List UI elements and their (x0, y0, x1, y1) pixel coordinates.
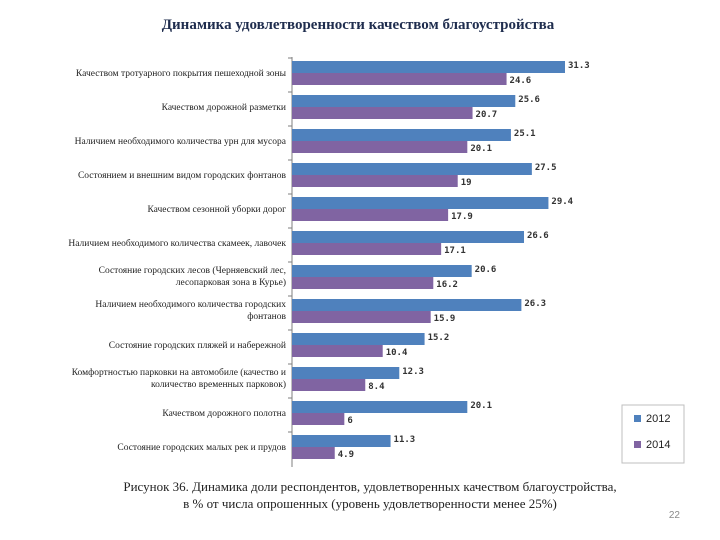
bars-group: 31.3 24.6 25.6 20.7 25.1 20.1 27.5 19 29.4 17.9 26… (288, 57, 590, 467)
bar-2012-7 (292, 265, 472, 277)
legend: 2012 2014 (621, 404, 685, 464)
data-label-2014-7: 16.2 (436, 280, 458, 290)
category-label-8: фонтанов (247, 311, 286, 322)
category-label-5: Качеством сезонной уборки дорог (147, 204, 286, 215)
bar-2014-2 (292, 107, 473, 119)
data-label-2012-1: 31.3 (568, 61, 590, 71)
bar-2012-10 (292, 367, 400, 379)
bar-2014-6 (292, 243, 442, 255)
data-label-2012-11: 20.1 (470, 401, 492, 411)
category-label-6: Наличием необходимого количества скамеек… (68, 238, 286, 249)
data-label-2014-5: 17.9 (451, 212, 473, 222)
page-number: 22 (668, 510, 680, 521)
caption-line-2: в % от числа опрошенных (уровень удовлет… (183, 496, 557, 511)
legend-label-2012: 2012 (646, 413, 670, 425)
bar-2012-6 (292, 231, 525, 243)
bar-2012-4 (292, 163, 532, 175)
category-label-8: Наличием необходимого количества городск… (95, 299, 286, 310)
data-label-2012-6: 26.6 (527, 231, 549, 241)
category-labels: Качеством тротуарного покрытия пешеходно… (68, 68, 286, 453)
data-label-2014-8: 15.9 (434, 314, 456, 324)
bar-2014-10 (292, 379, 366, 391)
legend-box (621, 404, 685, 464)
category-label-9: Состояние городских пляжей и набережной (109, 340, 286, 351)
category-label-12: Состояние городских малых рек и прудов (117, 443, 286, 453)
category-label-10: Комфортностью парковки на автомобиле (ка… (72, 367, 286, 378)
data-label-2014-3: 20.1 (470, 144, 492, 154)
data-label-2014-9: 10.4 (386, 348, 408, 358)
category-label-4: Состоянием и внешним видом городских фон… (78, 170, 287, 181)
bar-2012-8 (292, 299, 522, 311)
bar-2014-9 (292, 345, 383, 357)
bar-2012-9 (292, 333, 425, 345)
bar-2014-1 (292, 73, 507, 85)
figure-caption: Рисунок 36. Динамика доли респондентов, … (60, 478, 680, 512)
category-label-1: Качеством тротуарного покрытия пешеходно… (76, 68, 287, 79)
data-label-2012-5: 29.4 (551, 197, 573, 207)
data-label-2014-12: 4.9 (338, 450, 354, 460)
caption-line-1: Рисунок 36. Динамика доли респондентов, … (123, 479, 617, 494)
legend-swatch-2014 (634, 441, 641, 448)
bar-2014-8 (292, 311, 431, 323)
legend-label-2014: 2014 (646, 439, 670, 451)
data-label-2012-8: 26.3 (524, 299, 546, 309)
bar-2014-7 (292, 277, 434, 289)
data-label-2012-4: 27.5 (535, 163, 557, 173)
chart-title: Динамика удовлетворенности качеством бла… (162, 17, 555, 33)
category-label-11: Качеством дорожного полотна (162, 409, 286, 419)
bar-2012-12 (292, 435, 391, 447)
bar-2014-11 (292, 413, 345, 425)
data-label-2012-12: 11.3 (394, 435, 416, 445)
data-label-2012-3: 25.1 (514, 129, 536, 139)
data-label-2012-2: 25.6 (518, 95, 540, 105)
legend-swatch-2012 (634, 415, 641, 422)
data-label-2012-7: 20.6 (475, 265, 497, 275)
bar-2014-5 (292, 209, 449, 221)
data-label-2014-10: 8.4 (368, 382, 385, 392)
bar-2012-2 (292, 95, 516, 107)
data-label-2014-6: 17.1 (444, 246, 466, 256)
category-label-10: количество временных парковок) (151, 379, 286, 390)
data-label-2014-4: 19 (461, 178, 472, 188)
bar-2012-3 (292, 129, 511, 141)
data-label-2014-2: 20.7 (476, 110, 498, 120)
bar-2014-3 (292, 141, 468, 153)
bar-2014-4 (292, 175, 458, 187)
data-label-2014-1: 24.6 (510, 76, 532, 86)
bar-2012-11 (292, 401, 468, 413)
bar-2014-12 (292, 447, 335, 459)
category-label-7: лесопарковая зона в Курье) (176, 277, 286, 288)
bar-2012-5 (292, 197, 549, 209)
data-label-2012-9: 15.2 (428, 333, 450, 343)
bar-2012-1 (292, 61, 565, 73)
category-label-2: Качеством дорожной разметки (162, 102, 286, 113)
category-label-7: Состояние городских лесов (Черняевский л… (99, 265, 286, 276)
data-label-2014-11: 6 (347, 416, 352, 426)
category-label-3: Наличием необходимого количества урн для… (75, 136, 287, 147)
data-label-2012-10: 12.3 (402, 367, 424, 377)
